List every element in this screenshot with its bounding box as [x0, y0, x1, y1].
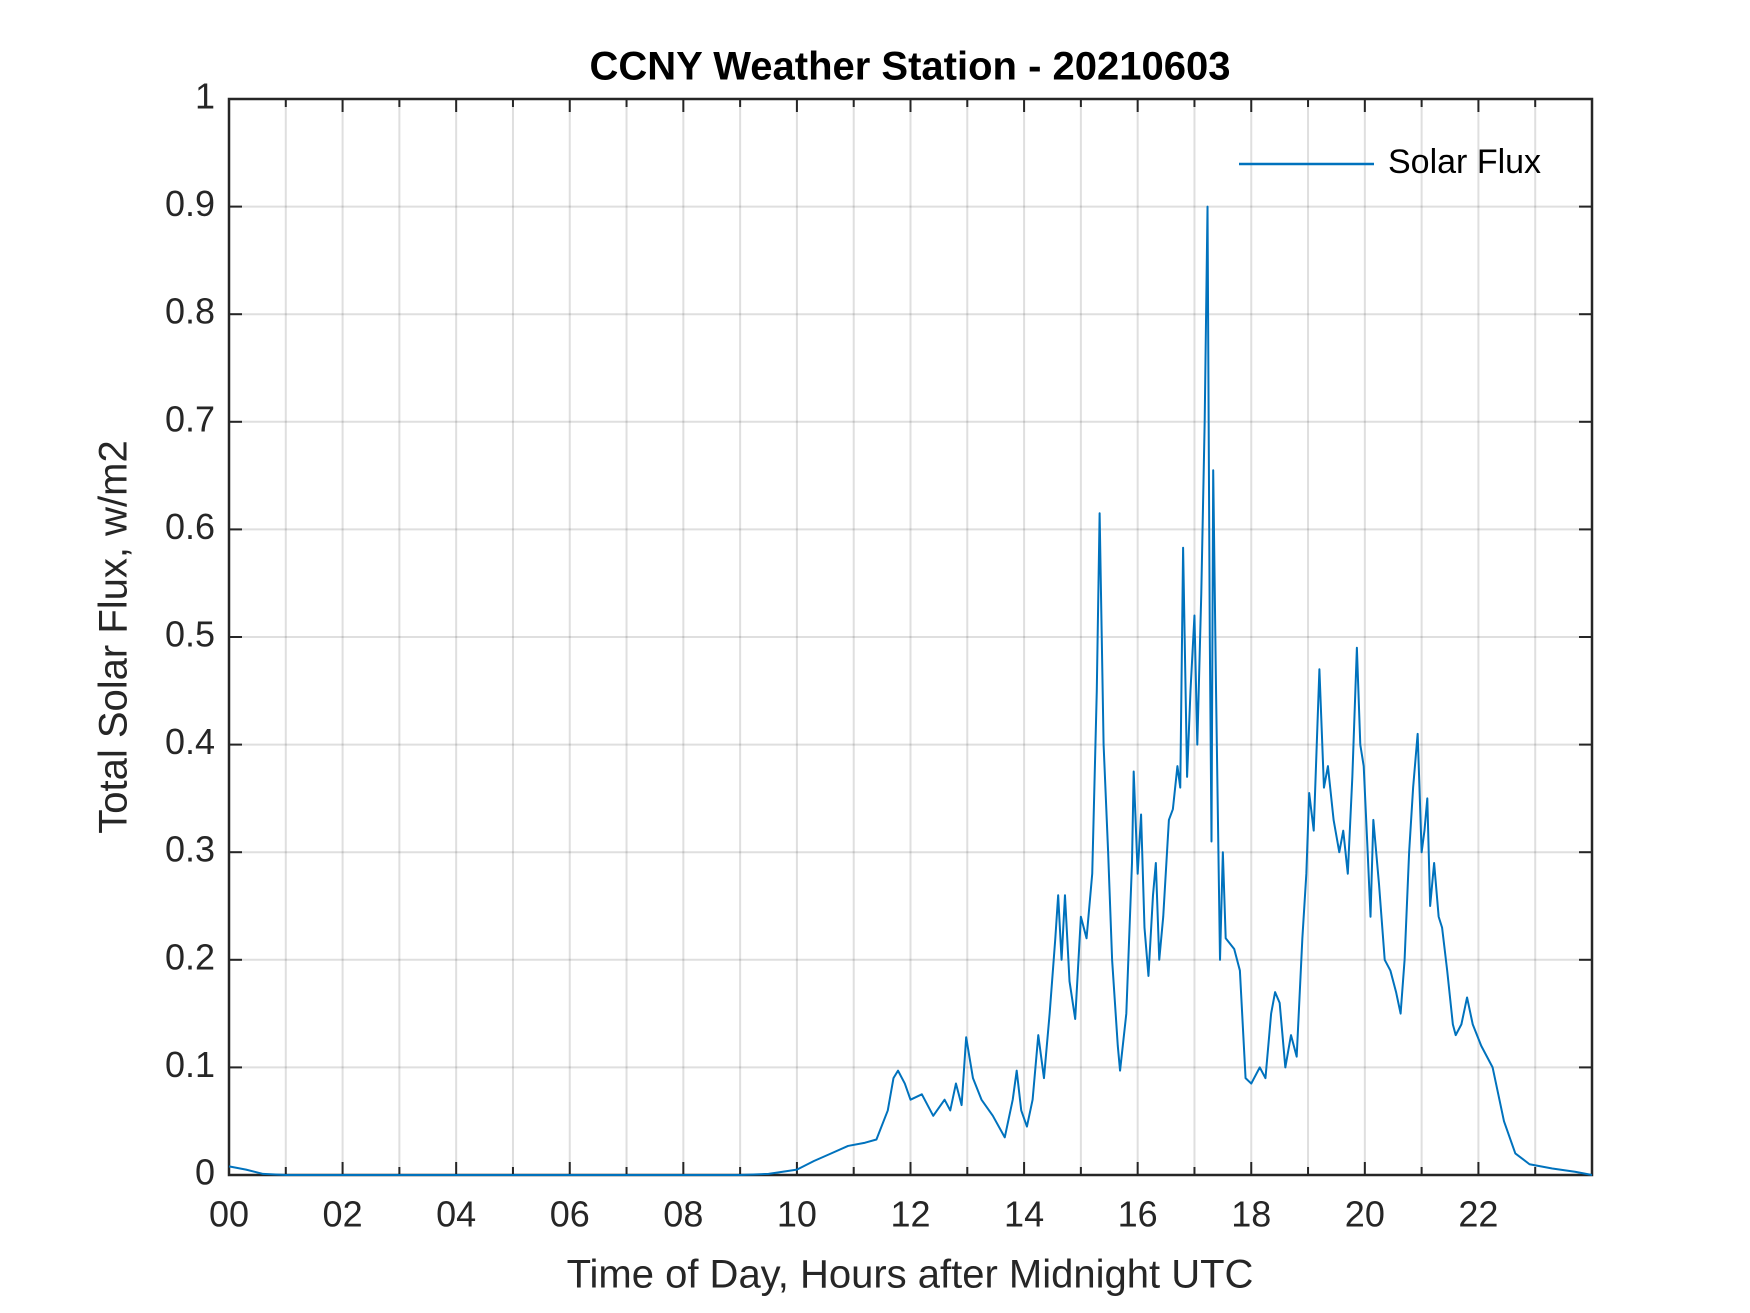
chart-title: CCNY Weather Station - 20210603 — [590, 45, 1231, 89]
x-tick-label: 14 — [1004, 1194, 1044, 1235]
x-tick-label: 08 — [663, 1194, 703, 1235]
x-tick-label: 12 — [890, 1194, 930, 1235]
y-tick-label: 0.4 — [165, 721, 215, 762]
y-tick-label: 0.6 — [165, 506, 215, 547]
x-axis-label: Time of Day, Hours after Midnight UTC — [567, 1253, 1254, 1297]
y-axis-label: Total Solar Flux, w/m2 — [92, 440, 136, 833]
x-tick-label: 10 — [777, 1194, 817, 1235]
y-tick-label: 0 — [195, 1152, 215, 1193]
y-tick-label: 0.2 — [165, 936, 215, 977]
x-tick-label: 06 — [550, 1194, 590, 1235]
x-tick-label: 00 — [209, 1194, 249, 1235]
y-tick-label: 0.7 — [165, 398, 215, 439]
x-tick-label: 18 — [1231, 1194, 1271, 1235]
x-tick-label: 20 — [1345, 1194, 1385, 1235]
x-tick-label: 02 — [323, 1194, 363, 1235]
series-line — [228, 205, 1593, 1176]
legend-label: Solar Flux — [1388, 143, 1541, 181]
y-tick-label: 0.3 — [165, 829, 215, 870]
x-tick-label: 22 — [1458, 1194, 1498, 1235]
y-tick-label: 0.5 — [165, 614, 215, 655]
y-tick-label: 1 — [195, 76, 215, 117]
plot-frame — [227, 97, 1594, 1177]
y-tick-label: 0.8 — [165, 291, 215, 332]
x-tick-label: 16 — [1118, 1194, 1158, 1235]
y-tick-label: 0.9 — [165, 183, 215, 224]
x-tick-label: 04 — [436, 1194, 476, 1235]
y-tick-label: 0.1 — [165, 1044, 215, 1085]
